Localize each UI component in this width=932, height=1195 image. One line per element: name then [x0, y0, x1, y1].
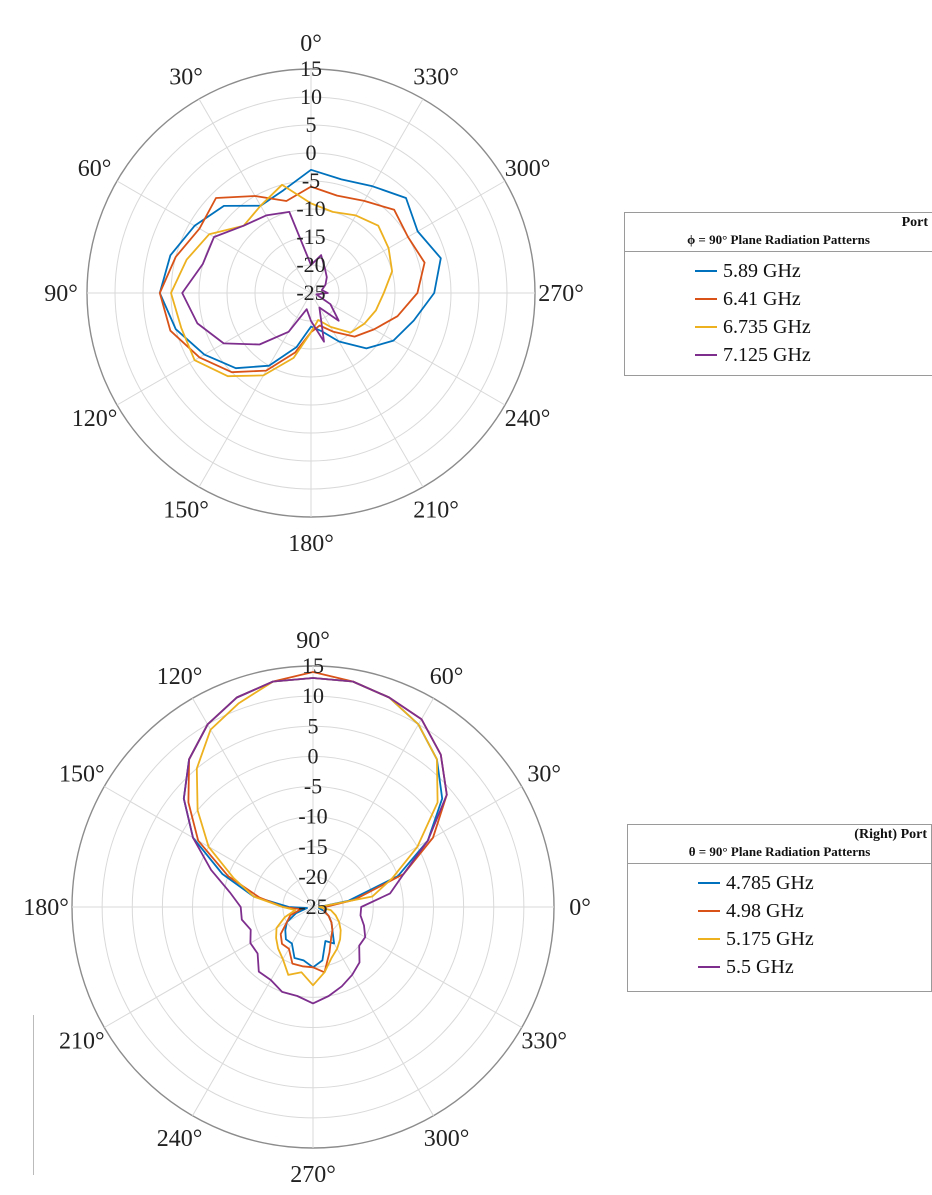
- radial-tick-label: -25: [298, 894, 327, 919]
- radial-tick-label: 15: [300, 56, 322, 81]
- grid-spoke: [310, 292, 424, 488]
- legend-entry-label: 5.89 GHz: [723, 259, 801, 282]
- angle-tick-label: 240°: [505, 406, 551, 432]
- angle-tick-label: 60°: [78, 156, 112, 182]
- legend-entry-label: 5.5 GHz: [726, 955, 794, 978]
- radial-tick-label: -25: [296, 280, 325, 305]
- angle-tick-label: 270°: [538, 281, 584, 307]
- radial-tick-label: 0: [308, 743, 319, 768]
- angle-tick-label: 90°: [296, 628, 330, 654]
- angle-tick-label: 90°: [44, 281, 78, 307]
- legend-swatch: [695, 354, 717, 356]
- legend-entry: 5.5 GHz: [628, 953, 931, 981]
- radial-tick-label: -5: [302, 168, 320, 193]
- legend-entry: 5.175 GHz: [628, 925, 931, 953]
- angle-tick-label: 0°: [569, 895, 591, 921]
- legend-entry: 7.125 GHz: [625, 341, 932, 369]
- legend-swatch: [695, 270, 717, 272]
- angle-tick-label: 240°: [157, 1126, 203, 1152]
- legend-swatch: [698, 938, 720, 940]
- polar-chart-phi90: -25 -20 -15 -10 -5 0 5 10 150° 30° 60° 90° 120° 150° 1…: [44, 31, 584, 557]
- legend-entry: 4.98 GHz: [628, 897, 931, 925]
- angle-tick-label: 300°: [424, 1126, 470, 1152]
- angle-tick-label: 330°: [521, 1029, 567, 1055]
- legend-entry-label: 6.41 GHz: [723, 287, 801, 310]
- legend-swatch: [698, 966, 720, 968]
- angle-tick-label: 150°: [59, 762, 105, 788]
- angle-tick-label: 30°: [527, 762, 561, 788]
- angle-tick-label: 120°: [72, 406, 118, 432]
- grid-spoke: [312, 906, 522, 1028]
- polar-chart-theta90: -25-20-15-10-50510150°30°60°90°120°150°1…: [23, 628, 591, 1188]
- legend-entry: 5.89 GHz: [625, 257, 932, 285]
- angle-tick-label: 180°: [288, 531, 334, 557]
- angle-tick-label: 300°: [505, 156, 551, 182]
- legend-entry-label: 4.98 GHz: [726, 899, 804, 922]
- series-line-6-735GHz: [170, 183, 393, 378]
- legend-entry-label: 7.125 GHz: [723, 343, 811, 366]
- radial-tick-label: 5: [308, 713, 319, 738]
- radial-tick-label: -20: [296, 252, 325, 277]
- angle-tick-label: 120°: [157, 664, 203, 690]
- angle-tick-label: 180°: [23, 895, 69, 921]
- grid-spoke: [192, 906, 314, 1116]
- radial-tick-label: 0: [306, 140, 317, 165]
- grid-spoke: [198, 292, 312, 488]
- series-line-7-125GHz: [181, 211, 340, 346]
- legend-entry-label: 4.785 GHz: [726, 871, 814, 894]
- radial-tick-label: 10: [302, 683, 324, 708]
- angle-tick-label: 60°: [430, 664, 464, 690]
- angle-tick-label: 30°: [169, 64, 203, 90]
- legend-subtitle: θ = 90° Plane Radiation Patterns: [688, 844, 871, 859]
- legend-swatch: [695, 298, 717, 300]
- legend-entry: 6.41 GHz: [625, 285, 932, 313]
- legend-entry-label: 5.175 GHz: [726, 927, 814, 950]
- grid-spoke: [116, 292, 312, 406]
- legend-subtitle: ϕ = 90° Plane Radiation Patterns: [687, 232, 870, 247]
- series-line-5-89GHz: [158, 168, 442, 370]
- radial-tick-label: -15: [298, 834, 327, 859]
- legend-swatch: [698, 910, 720, 912]
- grid-spoke: [104, 906, 314, 1028]
- radial-tick-label: -10: [298, 804, 327, 829]
- grid-spoke: [192, 698, 314, 908]
- angle-tick-label: 330°: [413, 64, 459, 90]
- radial-tick-label: -15: [296, 224, 325, 249]
- grid-spoke: [312, 698, 434, 908]
- legend-header: (Right) Port θ = 90° Plane Radiation Pat…: [628, 825, 931, 864]
- grid-spoke: [310, 98, 424, 294]
- legend-entries: 5.89 GHz 6.41 GHz 6.735 GHz 7.125 GHz: [625, 252, 932, 369]
- radial-tick-label: -5: [304, 774, 322, 799]
- legend-header: Port ϕ = 90° Plane Radiation Patterns: [625, 213, 932, 252]
- legend-theta90: (Right) Port θ = 90° Plane Radiation Pat…: [627, 824, 932, 992]
- legend-entry: 6.735 GHz: [625, 313, 932, 341]
- angle-tick-label: 150°: [163, 498, 209, 524]
- angle-tick-label: 210°: [59, 1029, 105, 1055]
- radial-tick-label: -20: [298, 864, 327, 889]
- series-line-5-175GHz: [195, 677, 439, 987]
- legend-swatch: [698, 882, 720, 884]
- legend-swatch: [695, 326, 717, 328]
- angle-tick-label: 210°: [413, 498, 459, 524]
- legend-entry: 4.785 GHz: [628, 869, 931, 897]
- legend-entry-label: 6.735 GHz: [723, 315, 811, 338]
- legend-title: Port: [901, 215, 928, 230]
- radial-tick-label: 5: [306, 112, 317, 137]
- angle-tick-label: 0°: [300, 31, 322, 57]
- radial-tick-label: 10: [300, 84, 322, 109]
- legend-entries: 4.785 GHz 4.98 GHz 5.175 GHz 5.5 GHz: [628, 864, 931, 981]
- radial-tick-label: 15: [302, 653, 324, 678]
- legend-phi90: Port ϕ = 90° Plane Radiation Patterns 5.…: [624, 212, 932, 376]
- angle-tick-label: 270°: [290, 1162, 336, 1188]
- series-line-5-5GHz: [182, 677, 448, 1005]
- grid-spoke: [310, 292, 506, 406]
- legend-title: (Right) Port: [854, 827, 927, 842]
- radial-tick-label: -10: [296, 196, 325, 221]
- left-margin-line: [33, 1015, 34, 1175]
